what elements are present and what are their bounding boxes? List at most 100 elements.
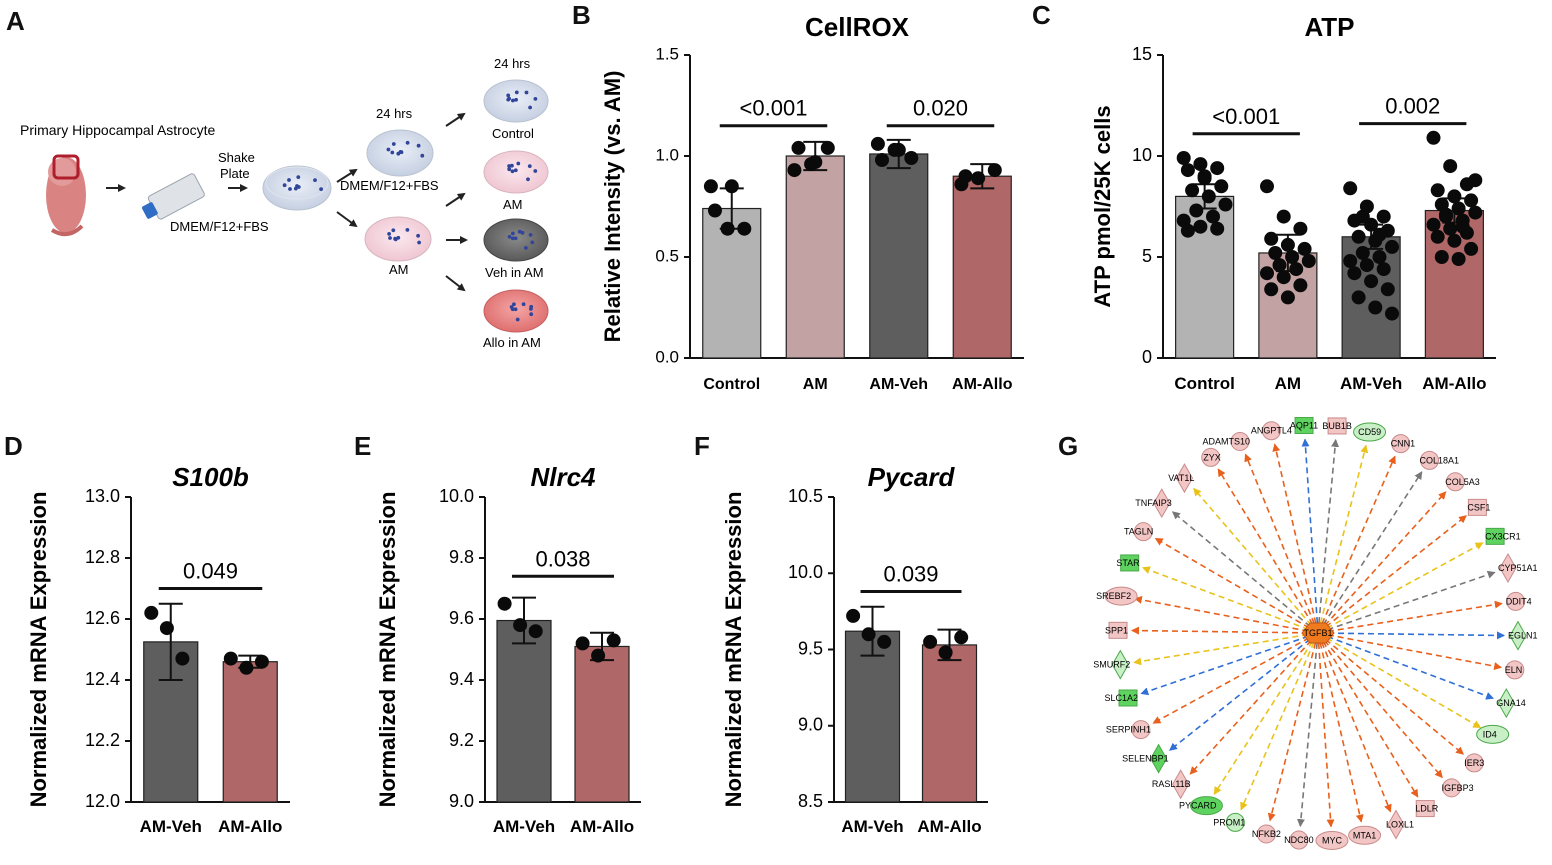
data-point <box>1193 219 1208 234</box>
y-tick-label: 10 <box>1132 145 1152 165</box>
cell-dot <box>507 96 511 101</box>
node-diamond <box>1509 620 1527 651</box>
node-label: ANGPTL4 <box>1251 426 1292 436</box>
bar <box>702 207 762 359</box>
node-rect <box>1327 417 1347 435</box>
node-diamond <box>1387 809 1405 840</box>
network-node: GNA14 <box>1496 688 1526 719</box>
y-tick-label: 0 <box>1142 347 1152 367</box>
network-node: TAGLN <box>1124 522 1153 542</box>
chart-title: Pycard <box>868 462 956 492</box>
network-edge <box>1317 438 1340 634</box>
node-diamond <box>1175 463 1194 494</box>
cell-dot <box>509 305 514 309</box>
data-point <box>1293 221 1308 236</box>
y-tick-label: 12.6 <box>85 608 120 628</box>
network-node: TNFAIP3 <box>1135 488 1172 519</box>
chart-s100b: S100b Normalized mRNA Expression 12.0 12.2 1… <box>26 462 290 836</box>
cell-dot <box>507 234 512 239</box>
cell-dot <box>288 187 292 191</box>
data-point <box>1372 250 1387 264</box>
data-point <box>1260 266 1274 281</box>
network-edge <box>1152 632 1319 724</box>
x-tick-label: AM-Veh <box>841 817 903 836</box>
node-label: STAR <box>1116 558 1140 568</box>
data-point <box>1372 227 1387 242</box>
node-circle <box>1289 830 1309 850</box>
panel-letter-g: G <box>1058 431 1078 461</box>
node-label: RASL11B <box>1152 779 1191 789</box>
chart-title: ATP <box>1304 12 1354 42</box>
network-edge <box>1317 632 1335 828</box>
data-point <box>1385 306 1399 321</box>
data-point <box>971 171 986 186</box>
cell-dot <box>506 93 511 98</box>
hub-node: TGFB1 <box>1301 622 1335 644</box>
tgfb1-network: AQP11 BUB1B CD59 CNN1 COL18A1 COL5A3 CSF1 CX3CR… <box>1093 417 1538 850</box>
data-point <box>1355 246 1370 260</box>
node-label: CYP51A1 <box>1498 563 1538 573</box>
cell-dot <box>287 178 291 182</box>
node-rect <box>1108 621 1128 639</box>
cell-dot <box>510 236 515 241</box>
x-tick-label: AM <box>1275 374 1301 393</box>
x-tick-label: AM-Veh <box>869 376 928 393</box>
cell-dot <box>529 307 533 311</box>
node-label: TNFAIP3 <box>1135 498 1172 508</box>
cell-dot <box>514 90 519 95</box>
data-point <box>1189 203 1204 218</box>
data-point <box>1426 217 1441 232</box>
network-node: CX3CR1 <box>1485 527 1521 545</box>
cell-dot <box>405 228 410 232</box>
y-tick-label: 0.5 <box>655 246 679 265</box>
node-label: SREBF2 <box>1096 591 1131 601</box>
node-diamond <box>1497 688 1515 719</box>
network-edge <box>1317 600 1503 634</box>
x-tick-label: AM-Allo <box>570 817 634 836</box>
chart-title: CellROX <box>805 12 910 42</box>
node-label: PYCARD <box>1179 801 1217 811</box>
cell-dot <box>396 235 401 240</box>
data-point <box>497 596 512 611</box>
data-point <box>1276 209 1291 224</box>
data-point <box>877 634 892 649</box>
node-ellipse <box>1348 825 1382 845</box>
node-diamond <box>1111 649 1129 680</box>
cell-dot <box>296 175 301 180</box>
data-point <box>875 153 889 167</box>
network-node: IER3 <box>1464 753 1484 773</box>
y-tick-label: 0.0 <box>655 347 679 366</box>
network-edge <box>1317 632 1419 798</box>
network-node: SPP1 <box>1105 621 1128 639</box>
node-label: AQP11 <box>1290 421 1318 431</box>
node-circle <box>1261 421 1281 441</box>
node-label: MTA1 <box>1353 830 1376 840</box>
dish-allo-label: Allo in AM <box>483 335 541 350</box>
data-point <box>1376 209 1391 224</box>
arrow-8 <box>445 275 466 292</box>
cell-dot <box>417 240 421 245</box>
p-value: 0.038 <box>535 546 590 571</box>
node-label: COL5A3 <box>1445 477 1480 487</box>
cell-dot <box>293 186 298 191</box>
y-tick-label: 8.5 <box>798 791 823 811</box>
y-tick-label: 5 <box>1142 246 1152 266</box>
y-tick-label: 12.4 <box>85 669 120 689</box>
bar <box>952 175 1012 359</box>
mid-top-label: DMEM/F12+FBS <box>340 178 439 193</box>
y-tick-label: 9.0 <box>798 715 823 735</box>
y-axis-label: Normalized mRNA Expression <box>26 492 51 808</box>
node-ellipse <box>1476 724 1510 744</box>
network-edge <box>1133 632 1319 666</box>
data-point <box>1260 179 1274 194</box>
network-edge <box>1169 632 1319 751</box>
chart-cellrox: CellROX Relative Intensity (vs. AM) 0.0 0.5… <box>600 12 1024 393</box>
data-point <box>1447 189 1462 204</box>
node-label: VAT1L <box>1168 473 1194 483</box>
network-edge <box>1240 632 1319 811</box>
network-node: EGLN1 <box>1508 620 1538 651</box>
node-label: ADAMTS10 <box>1202 437 1250 447</box>
network-node: BUB1B <box>1322 417 1352 435</box>
cell-dot <box>524 90 529 95</box>
